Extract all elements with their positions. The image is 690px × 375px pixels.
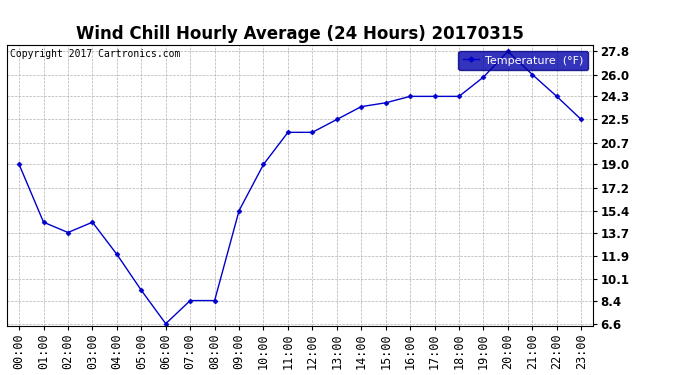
Title: Wind Chill Hourly Average (24 Hours) 20170315: Wind Chill Hourly Average (24 Hours) 201…	[76, 26, 524, 44]
Legend: Temperature  (°F): Temperature (°F)	[458, 51, 588, 70]
Text: Copyright 2017 Cartronics.com: Copyright 2017 Cartronics.com	[10, 49, 180, 59]
